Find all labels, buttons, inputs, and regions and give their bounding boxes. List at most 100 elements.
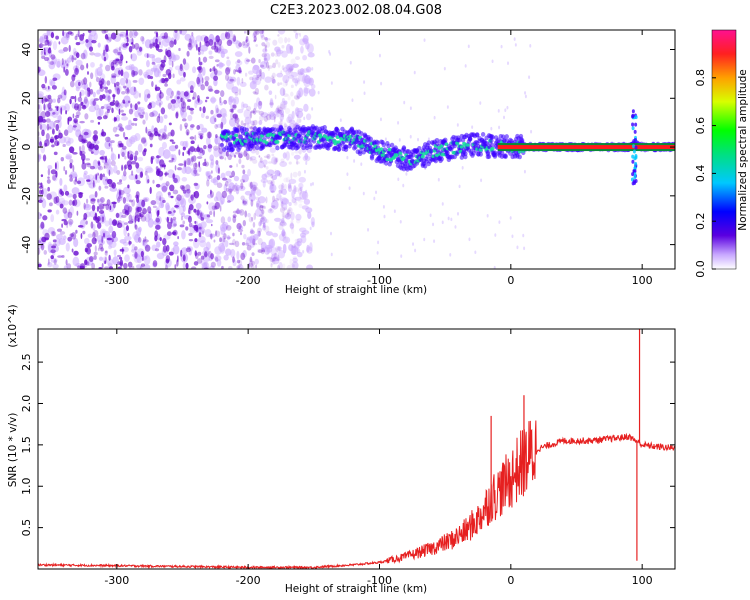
- spectrogram-noise-blob: [281, 188, 287, 196]
- spectrogram-noise-blob: [50, 79, 56, 87]
- spectrogram-noise-speck: [69, 80, 75, 88]
- spectrogram-noise-speck: [282, 88, 285, 96]
- spectrogram-noise-blob: [40, 144, 46, 154]
- spectrogram-noise-blob: [307, 52, 315, 58]
- spectrogram-noise-blob: [238, 225, 244, 231]
- spectrogram-noise-speck: [298, 148, 302, 155]
- spectrogram-noise-speck: [249, 193, 252, 197]
- spectrogram-noise-speck: [118, 256, 123, 260]
- spectrogram-noise-speck: [58, 132, 63, 139]
- spectrogram-noise-speck: [236, 208, 240, 215]
- spectrogram-noise-blob: [226, 194, 235, 203]
- spectrogram-noise-speck: [106, 80, 111, 86]
- spectrogram-noise-speck: [260, 35, 265, 40]
- spectrogram-noise-speck: [232, 113, 237, 119]
- spectrogram-noise-blob: [250, 184, 257, 195]
- spectrogram-noise-blob: [141, 36, 145, 45]
- spectrogram-noise-blob: [224, 248, 232, 256]
- spectrogram-noise-speck: [252, 107, 257, 115]
- spectrogram-noise-speck: [39, 124, 43, 130]
- spectrogram-noise-speck: [159, 195, 161, 202]
- spectrogram-noise-speck: [100, 106, 105, 109]
- spectrogram-noise-blob: [96, 89, 101, 95]
- spectrogram-noise-speck: [223, 233, 227, 240]
- spectrogram-noise-speck: [126, 87, 130, 93]
- spectrogram-noise-speck: [70, 232, 77, 240]
- spectrogram-noise-blob: [182, 262, 186, 269]
- spectrogram-sparse-speck: [513, 37, 516, 41]
- spectrogram-noise-speck: [72, 193, 77, 200]
- spectrogram-noise-speck: [259, 219, 262, 226]
- spectrogram-noise-speck: [158, 91, 164, 99]
- spectrogram-noise-speck: [41, 83, 46, 89]
- spectrogram-noise-blob: [265, 231, 273, 236]
- spectrogram-noise-speck: [170, 195, 174, 199]
- spectrogram-noise-speck: [291, 244, 297, 248]
- spectrogram-trace-halo: [475, 132, 480, 138]
- spectrogram-noise-speck: [174, 205, 179, 208]
- spectrogram-noise-speck: [255, 196, 260, 201]
- spectrogram-noise-speck: [40, 50, 43, 56]
- spectrogram-noise-blob: [209, 265, 215, 269]
- spectrogram-noise-speck: [214, 59, 220, 63]
- spectrogram-noise-speck: [197, 46, 201, 52]
- spectrogram-sparse-speck: [376, 251, 379, 255]
- spectrogram-noise-speck: [250, 265, 255, 269]
- spectrogram-noise-blob: [289, 45, 294, 55]
- spectrogram-noise-speck: [219, 205, 222, 212]
- spectrogram-noise-speck: [264, 37, 268, 41]
- spectrogram-noise-speck: [258, 110, 265, 116]
- spectrogram-noise-blob: [187, 114, 193, 122]
- snr-series-line: [38, 420, 675, 569]
- spectrogram-noise-speck: [283, 183, 287, 191]
- spectrogram-trace-halo: [480, 131, 486, 137]
- spectrogram-noise-speck: [50, 169, 57, 175]
- spectrogram-noise-speck: [240, 120, 244, 126]
- spectrogram-noise-speck: [118, 70, 121, 75]
- spectrogram-noise-speck: [135, 214, 140, 222]
- spectrogram-trace-blob: [335, 135, 340, 140]
- spectrogram-noise-blob: [67, 124, 74, 133]
- spectrogram-noise-speck: [156, 115, 161, 124]
- spectrogram-noise-blob: [278, 262, 283, 269]
- spectrogram-sparse-speck: [360, 162, 363, 166]
- spectrogram-noise-speck: [276, 105, 282, 113]
- spectrogram-noise-speck: [88, 255, 94, 263]
- spectrogram-noise-speck: [293, 30, 297, 33]
- y-tick-label: 1.5: [20, 436, 33, 454]
- spectrogram-noise-speck: [167, 132, 173, 137]
- spectrogram-noise-speck: [56, 97, 61, 104]
- spectrogram-noise-speck: [85, 198, 89, 204]
- spectrogram-noise-speck: [290, 91, 294, 97]
- spectrogram-noise-speck: [104, 250, 108, 256]
- spectrogram-noise-speck: [111, 65, 115, 71]
- spectrogram-noise-speck: [185, 184, 191, 192]
- spectrogram-trace-halo: [381, 142, 387, 148]
- spectrogram-noise-blob: [159, 128, 167, 134]
- spectrogram-noise-speck: [144, 244, 151, 252]
- spectrogram-noise-speck: [106, 108, 110, 114]
- spectrogram-noise-speck: [280, 113, 285, 118]
- spectrogram-noise-speck: [253, 212, 257, 221]
- spectrogram-noise-speck: [294, 238, 300, 243]
- spectrogram-noise-blob: [41, 198, 47, 209]
- spectrogram-noise-speck: [270, 75, 274, 80]
- spectrogram-noise-blob: [143, 255, 151, 266]
- spectrogram-noise-speck: [210, 109, 214, 115]
- spectrogram-noise-speck: [143, 198, 148, 202]
- spectrogram-noise-blob: [69, 205, 74, 216]
- spectrogram-noise-blob: [298, 176, 306, 183]
- spectrogram-noise-speck: [89, 81, 92, 88]
- spectrogram-noise-speck: [249, 111, 253, 119]
- spectrogram-noise-speck: [147, 103, 152, 110]
- spectrogram-noise-speck: [116, 102, 121, 108]
- spectrogram-noise-speck: [201, 77, 204, 84]
- spectrogram-noise-blob: [124, 235, 132, 241]
- spectrogram-trace-halo: [499, 150, 505, 155]
- spectrogram-noise-speck: [173, 210, 176, 213]
- snr-y-ticks: 0.51.01.52.02.5: [20, 353, 675, 536]
- spectrogram-noise-speck: [93, 135, 97, 144]
- spectrogram-noise-speck: [140, 35, 145, 42]
- spectrogram-noise-blob: [190, 167, 199, 177]
- spectrogram-noise-blob: [84, 237, 90, 245]
